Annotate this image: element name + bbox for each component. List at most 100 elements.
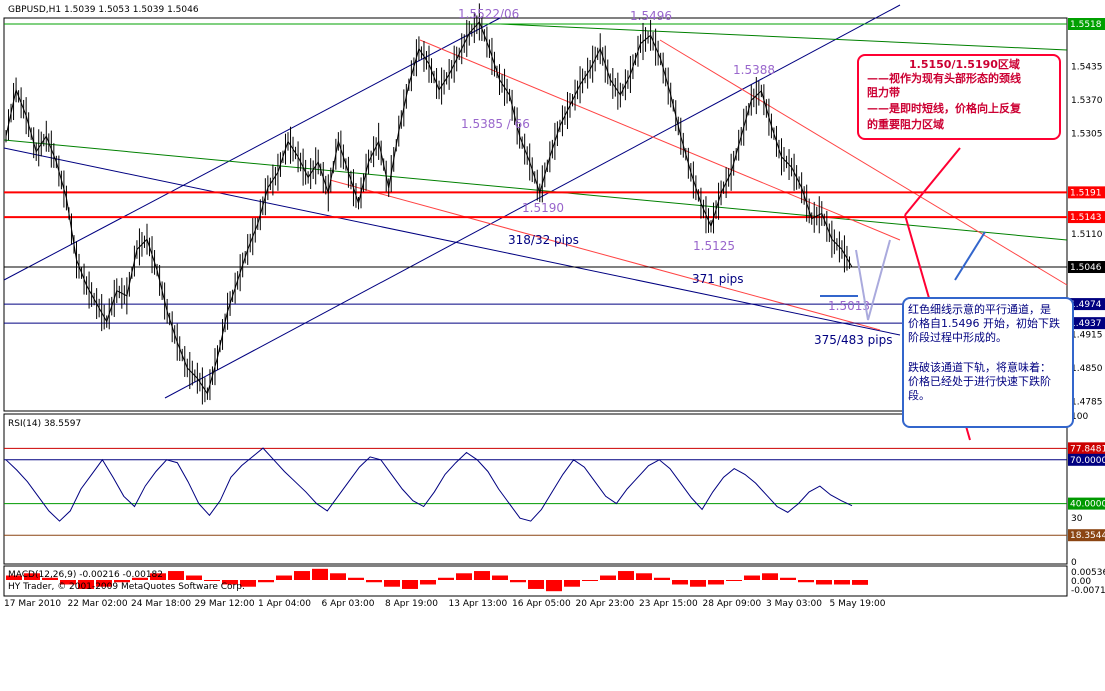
macd-bar xyxy=(690,580,706,587)
price-series xyxy=(5,3,853,405)
macd-bar xyxy=(510,580,526,583)
macd-bar xyxy=(654,577,670,580)
macd-bar xyxy=(816,580,832,585)
macd-tick-label: 0.00 xyxy=(1071,577,1091,587)
macd-bar xyxy=(384,580,400,587)
level-tag-label: 1.5518 xyxy=(1070,20,1102,30)
x-tick-label: 8 Apr 19:00 xyxy=(385,599,438,609)
note-top-line-5: 的重要阻力区域 xyxy=(867,118,944,131)
rsi-tag-label: 70.0000 xyxy=(1070,456,1105,466)
macd-bar xyxy=(456,573,472,580)
price-tick-label: 1.5305 xyxy=(1071,130,1103,140)
annotations: 1.5522/06 1.5496 1.5388 1.5385 / 66 1.5190 31… xyxy=(458,7,893,347)
annotation-label: 1.5013 xyxy=(828,299,870,313)
macd-bar xyxy=(132,577,148,580)
macd-bar xyxy=(168,571,184,580)
macd-bar xyxy=(564,580,580,587)
horizontal-levels: 1.5518 1.5191 1.5143 1.5046 1.4974 1.4937 xyxy=(4,18,1105,330)
level-tag xyxy=(1068,261,1105,274)
price-tick-label: 1.5435 xyxy=(1071,63,1103,73)
note-top-line-2: ——视作为现有头部形态的颈线 xyxy=(867,72,1021,85)
x-tick-label: 28 Apr 09:00 xyxy=(703,599,762,609)
price-tick-label: 1.4850 xyxy=(1071,364,1103,374)
rsi-tag xyxy=(1068,529,1105,542)
rsi-tag xyxy=(1068,442,1105,455)
macd-bar xyxy=(24,573,40,580)
rsi-line xyxy=(5,447,853,522)
level-tag xyxy=(1068,317,1105,330)
macd-bar xyxy=(798,580,814,583)
rsi-panel-frame xyxy=(3,413,1068,565)
trend-line xyxy=(3,147,901,336)
macd-bar xyxy=(402,580,418,589)
symbol-header: GBPUSD,H1 1.5039 1.5053 1.5039 1.5046 xyxy=(8,5,199,15)
arrow xyxy=(904,147,961,216)
note-bottom-line-7: 段。 xyxy=(908,389,930,402)
rsi-tag-label: 40.0000 xyxy=(1070,500,1105,510)
note-top-line-4: ——是即时短线，价格向上反复 xyxy=(867,102,1021,115)
macd-panel-frame xyxy=(3,565,1068,597)
macd-bar xyxy=(276,575,292,580)
macd-bar xyxy=(258,580,274,583)
note-bottom-line-1: 红色细线示意的平行通道，是 xyxy=(908,303,1051,316)
macd-bar xyxy=(222,580,238,585)
annotation-label: 375/483 pips xyxy=(814,333,893,347)
x-tick-label: 3 May 03:00 xyxy=(766,599,822,609)
macd-bar xyxy=(204,580,220,581)
note-box-top: 1.5150/1.5190区域 ——视作为现有头部形态的颈线 阻力带 ——是即时… xyxy=(857,54,1061,140)
x-tick-label: 17 Mar 2010 xyxy=(4,599,61,609)
annotation-label: 1.5385 / 66 xyxy=(461,117,530,131)
trend-line xyxy=(3,17,501,281)
macd-bar xyxy=(420,580,436,585)
macd-bar xyxy=(528,580,544,589)
x-tick-label: 1 Apr 04:00 xyxy=(258,599,311,609)
macd-bar xyxy=(348,577,364,580)
rsi-tag xyxy=(1068,453,1105,466)
macd-bar xyxy=(150,573,166,580)
level-tag-label: 1.5143 xyxy=(1070,213,1102,223)
price-tick-label: 1.4915 xyxy=(1071,330,1103,340)
macd-bar xyxy=(600,575,616,580)
level-tag-label: 1.4974 xyxy=(1070,300,1102,310)
arrow xyxy=(954,231,986,281)
rsi-tag xyxy=(1068,497,1105,510)
price-panel-frame xyxy=(3,17,1068,412)
level-tag xyxy=(1068,18,1105,30)
level-tag-label: 1.5046 xyxy=(1070,263,1102,273)
macd-tick-label: 0.00536 xyxy=(1071,568,1105,578)
trend-lines xyxy=(3,4,1068,399)
y-axis-ticks: 1.5435 1.5370 1.5305 1.5110 1.4915 1.4850 1.47… xyxy=(1071,63,1103,408)
macd-bar xyxy=(474,571,490,580)
annotation-label: 1.5522/06 xyxy=(458,7,519,21)
x-tick-label: 16 Apr 05:00 xyxy=(512,599,571,609)
macd-bar xyxy=(60,580,76,585)
x-tick-label: 24 Mar 18:00 xyxy=(131,599,191,609)
level-tag xyxy=(1068,298,1105,311)
macd-bar xyxy=(114,580,130,583)
macd-bar xyxy=(42,577,58,580)
macd-bar xyxy=(546,580,562,592)
level-tag-label: 1.5191 xyxy=(1070,188,1102,198)
annotation-label: 1.5190 xyxy=(522,201,564,215)
note-box-bottom: 红色细线示意的平行通道，是 价格自1.5496 开始，初始下跌 阶段过程中形成的… xyxy=(902,297,1074,428)
price-tick-label: 1.5110 xyxy=(1071,230,1103,240)
macd-bar xyxy=(618,571,634,580)
macd-bar xyxy=(330,573,346,580)
macd-bar xyxy=(186,575,202,580)
macd-bar xyxy=(312,568,328,580)
macd-bar xyxy=(672,580,688,585)
rsi-header: RSI(14) 38.5597 xyxy=(8,419,82,429)
x-tick-label: 20 Apr 23:00 xyxy=(576,599,635,609)
macd-bar xyxy=(492,575,508,580)
x-tick-label: 23 Apr 15:00 xyxy=(639,599,698,609)
note-top-line-3: 阻力带 xyxy=(867,86,900,99)
macd-bar xyxy=(726,580,742,581)
level-tag-label: 1.4937 xyxy=(1070,319,1102,329)
macd-bar xyxy=(294,571,310,580)
level-tag xyxy=(1068,211,1105,224)
annotation-label: 318/32 pips xyxy=(508,233,579,247)
macd-bar xyxy=(78,580,94,589)
macd-bar xyxy=(780,577,796,580)
note-bottom-line-6: 价格已经处于进行快速下跌阶 xyxy=(908,375,1051,388)
